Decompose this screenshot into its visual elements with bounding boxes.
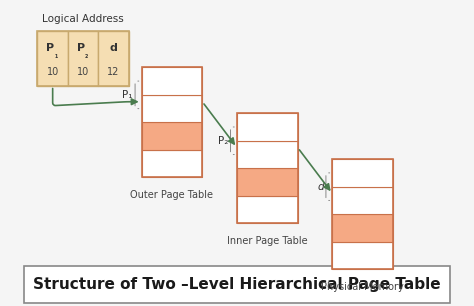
Text: P: P <box>76 43 85 53</box>
Text: ₂: ₂ <box>85 51 88 60</box>
Text: Physical Memory: Physical Memory <box>321 282 404 292</box>
FancyBboxPatch shape <box>237 196 298 223</box>
FancyBboxPatch shape <box>37 31 68 86</box>
FancyBboxPatch shape <box>332 159 393 187</box>
Text: d: d <box>317 182 324 192</box>
FancyBboxPatch shape <box>237 168 298 196</box>
Text: Inner Page Table: Inner Page Table <box>227 236 308 246</box>
Text: 12: 12 <box>107 67 119 77</box>
FancyBboxPatch shape <box>142 122 202 150</box>
Text: d: d <box>109 43 118 53</box>
FancyBboxPatch shape <box>332 242 393 269</box>
Text: P₂: P₂ <box>218 136 228 146</box>
FancyBboxPatch shape <box>237 113 298 141</box>
Text: P: P <box>46 43 55 53</box>
Text: P₁: P₁ <box>122 90 133 100</box>
FancyBboxPatch shape <box>237 141 298 168</box>
Text: 10: 10 <box>77 67 89 77</box>
FancyBboxPatch shape <box>68 31 98 86</box>
Text: ₁: ₁ <box>55 51 58 60</box>
FancyBboxPatch shape <box>142 95 202 122</box>
FancyBboxPatch shape <box>98 31 128 86</box>
Text: Outer Page Table: Outer Page Table <box>130 190 213 200</box>
FancyBboxPatch shape <box>25 266 449 303</box>
Text: Structure of Two –Level Hierarchical Page Table: Structure of Two –Level Hierarchical Pag… <box>33 277 441 292</box>
Text: Logical Address: Logical Address <box>42 14 124 24</box>
FancyBboxPatch shape <box>142 150 202 177</box>
FancyBboxPatch shape <box>142 67 202 95</box>
FancyBboxPatch shape <box>332 187 393 214</box>
Text: 10: 10 <box>46 67 59 77</box>
FancyBboxPatch shape <box>332 214 393 242</box>
